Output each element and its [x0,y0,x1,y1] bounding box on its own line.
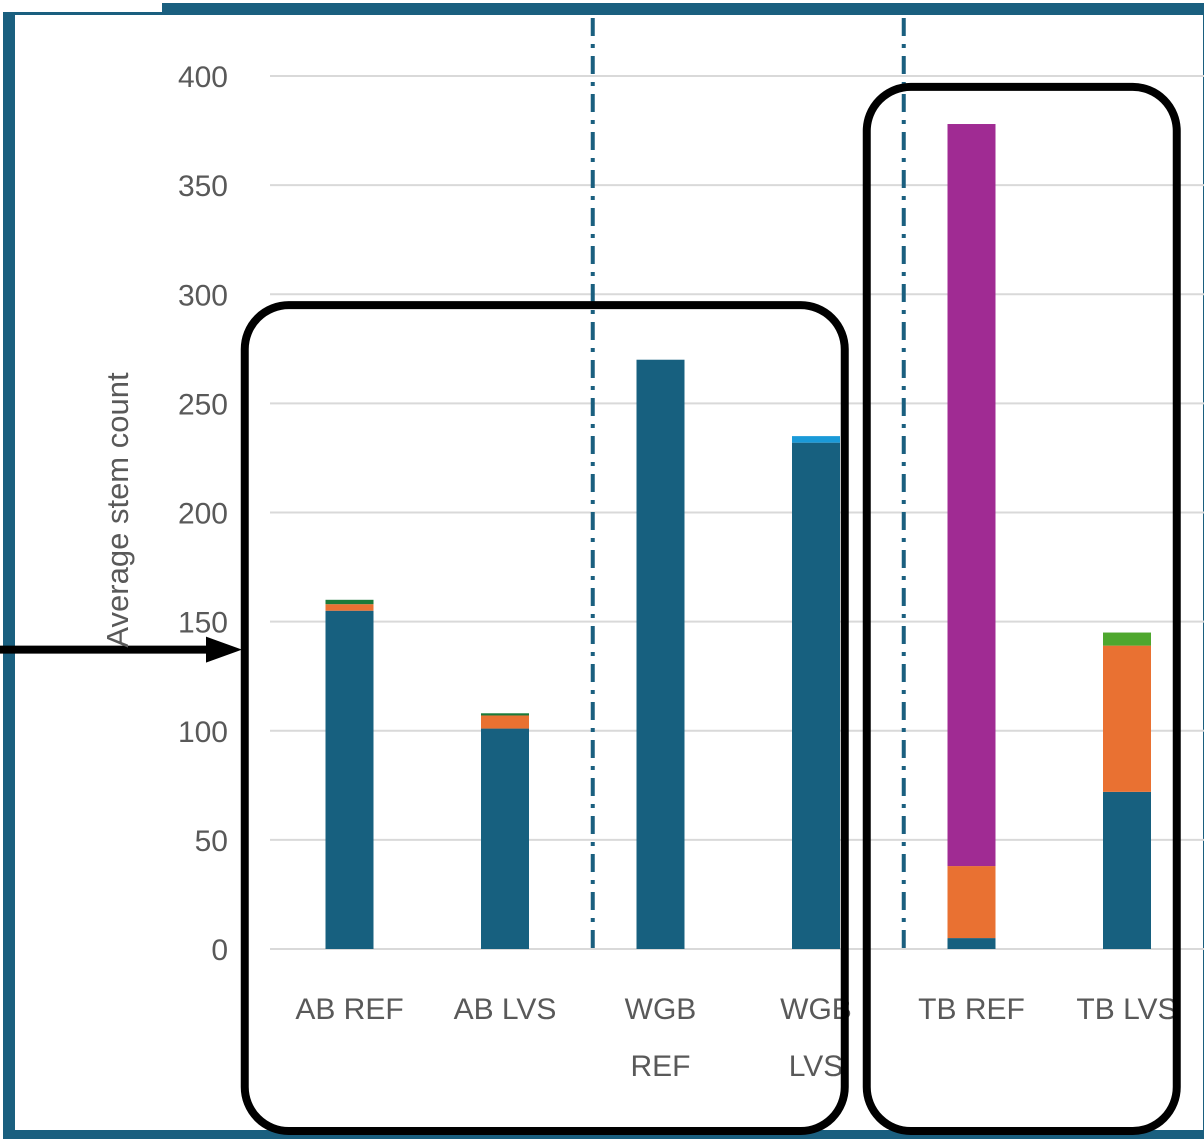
y-tick-label: 200 [178,498,228,531]
x-tick-label: TB REF [918,993,1025,1026]
y-tick-label: 0 [211,934,228,967]
bar-segment [481,728,529,949]
bar-segment [325,604,374,611]
annotations [0,18,1181,1136]
bar-segment [947,938,996,949]
y-tick-label: 300 [178,279,228,312]
bar-segment [1103,791,1151,949]
arrow-head [206,636,242,663]
bar-segment [481,715,529,729]
bar-segment [947,124,996,867]
bar-segment [325,599,374,605]
group-highlight-box [862,82,1181,1136]
gridlines [270,75,1204,950]
frame-border [3,3,1204,1139]
y-axis-title: Average stem count [100,372,135,648]
bar-segment [481,713,529,716]
group-highlight-box [240,301,849,1136]
x-tick-label: REF [631,1050,691,1083]
bar-segment [636,359,685,950]
bars [325,124,1151,950]
y-tick-label: 350 [178,170,228,203]
y-tick-label: 100 [178,716,228,749]
bar-segment [325,610,374,949]
bar-segment [1103,645,1151,792]
y-tick-label: 50 [195,825,228,858]
y-tick-label: 400 [178,61,228,94]
x-tick-label: WGB [780,993,852,1026]
y-tick-label: 250 [178,388,228,421]
x-tick-label: TB LVS [1076,993,1177,1026]
x-axis-category-labels: AB REF AB LVS WGB REF WGB LVS TB REF TB LVS [295,993,1177,1083]
x-tick-label: LVS [789,1050,843,1083]
bar-segment [792,442,840,949]
y-axis-ticks: 0 50 100 150 200 250 300 350 400 [178,61,228,967]
bar-segment [947,866,996,939]
y-tick-label: 150 [178,607,228,640]
x-tick-label: AB LVS [454,993,557,1026]
bar-segment [1103,632,1151,646]
x-tick-label: WGB [625,993,697,1026]
x-tick-label: AB REF [295,993,403,1026]
bar-segment [792,436,840,443]
frame-top-notch [0,0,162,12]
